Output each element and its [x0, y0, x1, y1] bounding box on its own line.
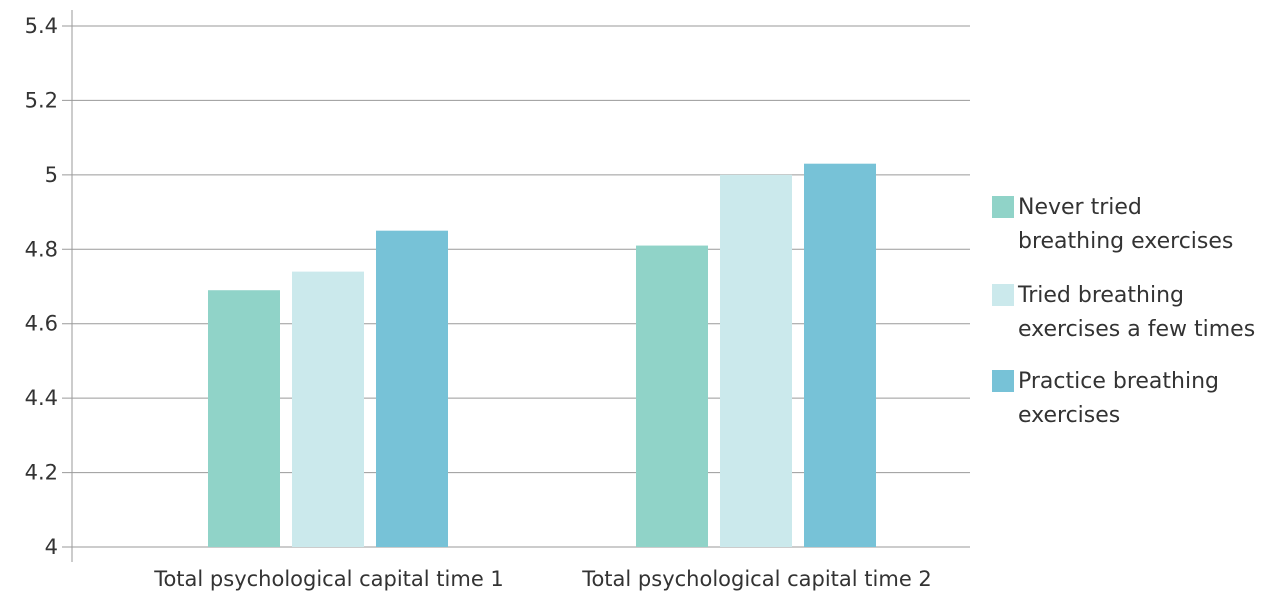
bar	[804, 164, 876, 547]
legend-swatch	[992, 196, 1014, 218]
y-tick-label: 5	[45, 163, 58, 187]
y-tick-label: 5.2	[25, 88, 58, 112]
legend-label: Tried breathing exercises a few times	[1017, 283, 1255, 342]
legend-label: Practice breathing exercises	[1018, 369, 1219, 428]
legend-swatch	[992, 370, 1014, 392]
legend-label: Never tried breathing exercises	[1018, 195, 1233, 254]
y-tick-label: 4	[45, 535, 58, 559]
legend: Never tried breathing exercises Tried brea…	[992, 195, 1255, 428]
bar	[720, 175, 792, 547]
x-category-label: Total psychological capital time 2	[581, 567, 932, 591]
y-axis-tick-labels: 4 4.2 4.4 4.6 4.8 5 5.2 5.4	[25, 14, 58, 559]
y-tick-label: 4.2	[25, 461, 58, 485]
bar	[376, 231, 448, 547]
bars	[208, 164, 876, 547]
y-tick-label: 4.4	[25, 386, 58, 410]
y-tick-label: 4.6	[25, 312, 58, 336]
bar	[208, 290, 280, 547]
bar	[292, 272, 364, 547]
y-tick-label: 5.4	[25, 14, 58, 38]
x-category-label: Total psychological capital time 1	[153, 567, 504, 591]
category-labels: Total psychological capital time 1 Total …	[153, 567, 932, 591]
legend-swatch	[992, 284, 1014, 306]
y-tick-label: 4.8	[25, 237, 58, 261]
bar	[636, 246, 708, 547]
